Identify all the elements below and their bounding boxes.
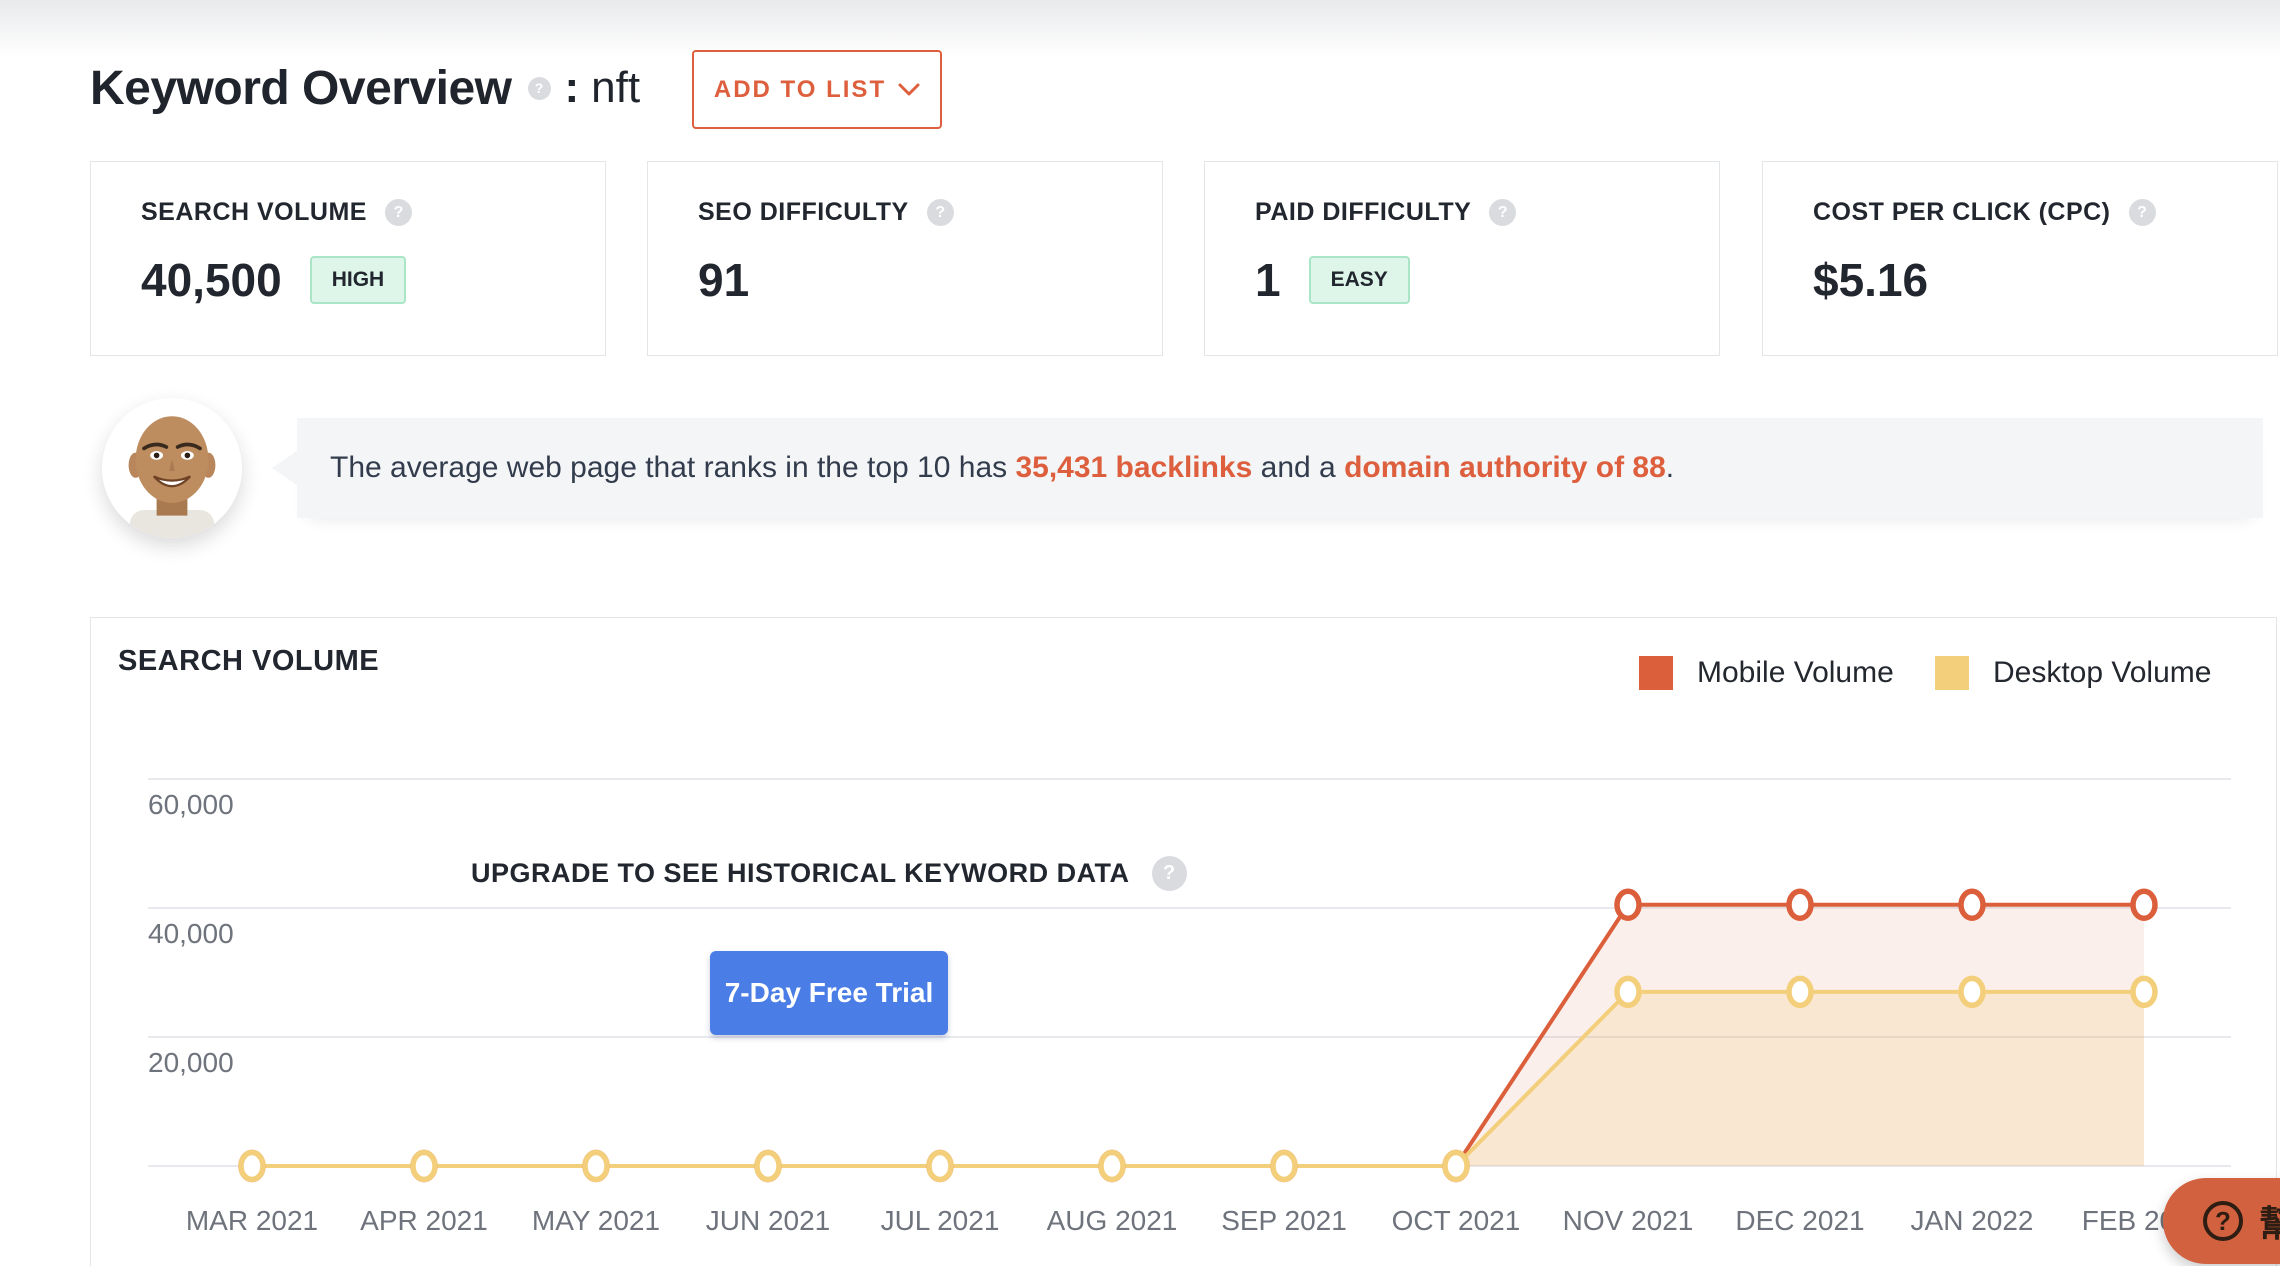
y-axis-label: 20,000 [148, 1047, 234, 1078]
avatar-illustration [102, 398, 242, 538]
x-axis-label: APR 2021 [360, 1205, 488, 1236]
help-icon[interactable]: ? [1489, 199, 1517, 226]
search-volume-card: SEARCH VOLUME ? 40,500 HIGH [90, 161, 606, 356]
metric-value: 1 [1255, 254, 1281, 306]
x-axis-label: JUL 2021 [880, 1205, 1000, 1236]
help-icon[interactable]: ? [384, 199, 412, 226]
legend-item-mobile: Mobile Volume [1639, 656, 1894, 690]
question-circle-icon: ? [2203, 1201, 2243, 1241]
insight-text: The average web page that ranks in the t… [330, 451, 1674, 485]
add-to-list-label: ADD TO LIST [713, 75, 887, 103]
x-axis-label: JAN 2022 [1910, 1205, 2034, 1236]
paid-difficulty-card: PAID DIFFICULTY ? 1 EASY [1204, 161, 1720, 356]
upgrade-message: UPGRADE TO SEE HISTORICAL KEYWORD DATA [471, 858, 1130, 888]
desktop-legend-swatch [1935, 656, 1969, 690]
insight-message-bar: The average web page that ranks in the t… [272, 418, 2263, 518]
x-axis-label: DEC 2021 [1735, 1205, 1865, 1236]
status-badge: HIGH [309, 256, 407, 304]
add-to-list-button[interactable]: ADD TO LIST [692, 50, 942, 129]
keyword-value: nft [591, 63, 641, 112]
insight-text-before: The average web page that ranks in the t… [330, 451, 1016, 484]
chart-gridline [148, 778, 2231, 780]
help-widget-button[interactable]: ? 幫助 [2163, 1178, 2280, 1264]
chart-title: SEARCH VOLUME [118, 645, 380, 677]
search-volume-panel [90, 617, 2277, 1266]
chart-gridline [148, 1165, 2231, 1167]
chart-gridline [148, 1036, 2231, 1038]
metric-value: 91 [698, 254, 750, 306]
page-title: Keyword Overview [90, 61, 512, 115]
x-axis-label: NOV 2021 [1562, 1205, 1694, 1236]
metric-value: 40,500 [141, 254, 282, 306]
seo-difficulty-card: SEO DIFFICULTY ? 91 [647, 161, 1163, 356]
metric-label: SEO DIFFICULTY [698, 198, 909, 226]
help-icon[interactable]: ? [2128, 199, 2156, 226]
chart-gridline [148, 907, 2231, 909]
x-axis-label: AUG 2021 [1046, 1205, 1178, 1236]
chevron-down-icon [898, 83, 920, 95]
y-axis-label: 40,000 [148, 918, 234, 949]
mobile-legend-swatch [1639, 656, 1673, 690]
metric-label: PAID DIFFICULTY [1255, 198, 1472, 226]
metric-value: $5.16 [1813, 254, 1929, 306]
domain-authority-link[interactable]: domain authority of 88 [1344, 451, 1666, 484]
mobile-legend-label: Mobile Volume [1697, 656, 1894, 689]
x-axis-label: MAR 2021 [185, 1205, 319, 1236]
x-axis-label: SEP 2021 [1221, 1205, 1347, 1236]
backlinks-link[interactable]: 35,431 backlinks [1015, 451, 1253, 484]
top-gradient [0, 0, 2280, 58]
page-header: Keyword Overview ? : nft [90, 48, 640, 128]
free-trial-button[interactable]: 7-Day Free Trial [710, 951, 948, 1035]
speech-notch [272, 451, 297, 485]
title-separator: : [564, 63, 580, 112]
insight-text-mid: and a [1252, 451, 1345, 484]
help-icon[interactable]: ? [926, 199, 954, 226]
title-help-icon[interactable]: ? [527, 76, 551, 100]
x-axis-label: MAY 2021 [531, 1205, 661, 1236]
status-badge: EASY [1308, 256, 1410, 304]
upgrade-help-icon[interactable]: ? [1151, 856, 1187, 891]
metric-label: SEARCH VOLUME [141, 198, 367, 226]
legend-item-desktop: Desktop Volume [1935, 656, 2211, 690]
metric-label: COST PER CLICK (CPC) [1813, 198, 2111, 226]
help-widget-label: 幫助 [2259, 1203, 2280, 1244]
x-axis-label: JUN 2021 [705, 1205, 831, 1236]
cpc-card: COST PER CLICK (CPC) ? $5.16 [1762, 161, 2278, 356]
neil-patel-avatar [102, 398, 242, 538]
insight-text-after: . [1665, 451, 1675, 484]
y-axis-label: 60,000 [148, 789, 234, 820]
desktop-legend-label: Desktop Volume [1993, 656, 2212, 689]
upgrade-overlay: UPGRADE TO SEE HISTORICAL KEYWORD DATA ? [471, 856, 1187, 891]
x-axis-label: OCT 2021 [1391, 1205, 1521, 1236]
